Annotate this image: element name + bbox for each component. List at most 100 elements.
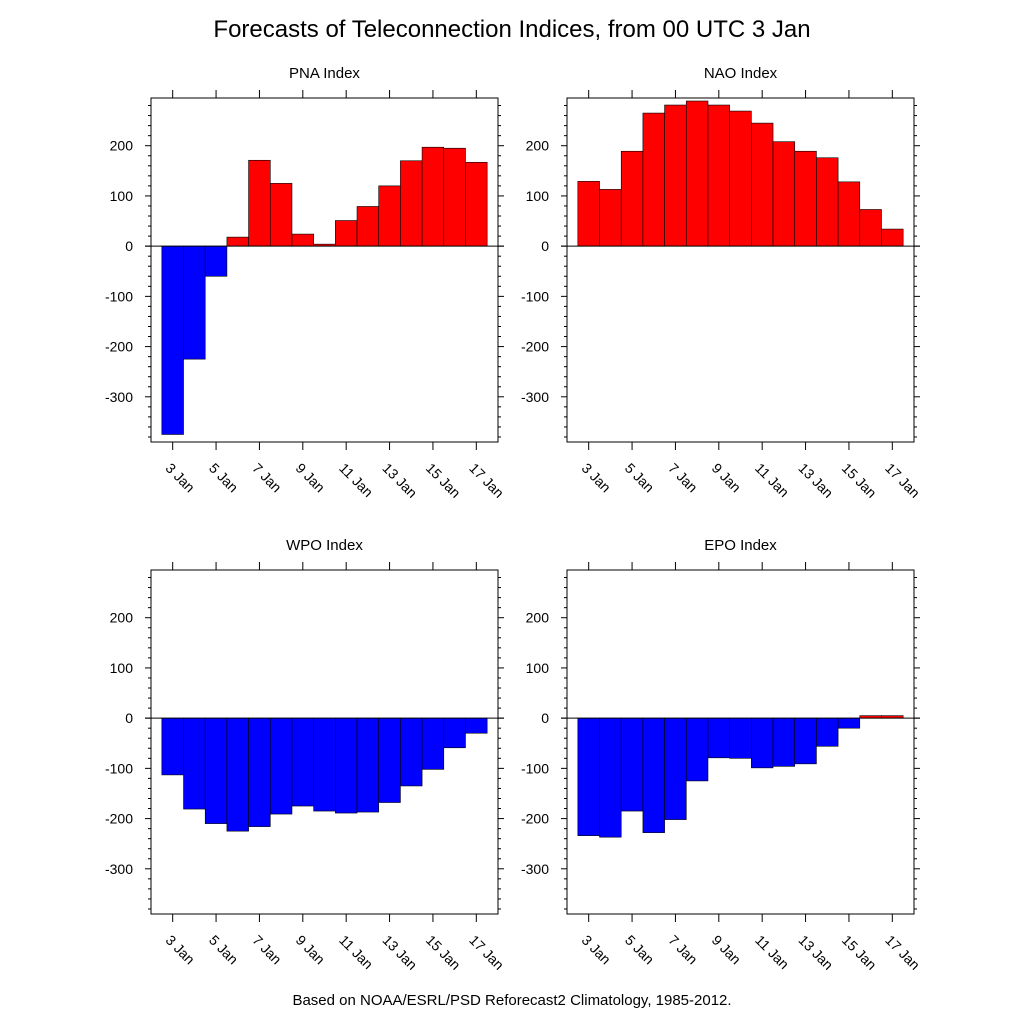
wpo-index-bar <box>269 717 293 815</box>
epo-index-x-tick-label: 11 Jan <box>752 932 792 972</box>
wpo-index-bar <box>356 717 380 813</box>
epo-index-x-tick-label: 9 Jan <box>709 932 745 968</box>
nao-index-frame <box>566 97 915 443</box>
wpo-index-frame <box>150 569 499 915</box>
nao-index-bar <box>664 104 687 247</box>
wpo-index-bar <box>161 717 184 776</box>
epo-index-bar <box>620 717 644 812</box>
epo-index-y-tick-label: 0 <box>541 710 549 726</box>
epo-index-bar <box>577 717 600 836</box>
wpo-index-x-tick-label: 13 Jan <box>379 932 420 973</box>
nao-index-y-tick-label: -200 <box>521 339 549 355</box>
wpo-index-bar <box>378 717 401 803</box>
epo-index-x-tick-label: 5 Jan <box>622 932 658 968</box>
pna-index-y-tick-label: 200 <box>110 138 134 154</box>
wpo-index-y-tick-label: 100 <box>110 660 134 676</box>
wpo-index-bar <box>248 717 271 827</box>
wpo-index-bar <box>291 717 314 807</box>
epo-index-bar <box>599 717 622 838</box>
nao-index-y-tick-label: -300 <box>521 389 549 405</box>
nao-index-x-tick-label: 15 Jan <box>839 460 880 501</box>
pna-index-x-tick-label: 15 Jan <box>423 460 464 501</box>
nao-index-bar <box>751 122 774 247</box>
epo-index-y-tick-label: -200 <box>521 811 549 827</box>
wpo-index-bar <box>226 717 249 832</box>
pna-index-y-tick-label: -100 <box>105 288 133 304</box>
nao-index-bar <box>794 150 817 247</box>
pna-index-bar <box>335 220 358 247</box>
nao-index-x-tick-label: 11 Jan <box>752 460 792 500</box>
epo-index-x-tick-label: 7 Jan <box>665 932 701 968</box>
wpo-index-bar <box>400 717 423 787</box>
wpo-index-x-tick-label: 3 Jan <box>163 932 199 968</box>
epo-index-bar <box>751 717 774 769</box>
wpo-index-y-tick-label: 0 <box>125 710 133 726</box>
epo-index-bar <box>729 717 752 759</box>
nao-index-bar <box>837 181 861 247</box>
nao-index-bar <box>599 189 622 247</box>
wpo-index-chart: WPO Index -300 -200 -100 0 100 200 3 Jan 5 Jan 7 … <box>105 537 507 973</box>
nao-index-x-tick-label: 13 Jan <box>795 460 836 501</box>
epo-index-y-tick-label: 100 <box>526 660 550 676</box>
epo-index-x-tick-label: 3 Jan <box>579 932 615 968</box>
nao-index-bar <box>577 181 600 247</box>
pna-index-x-tick-label: 11 Jan <box>336 460 376 500</box>
pna-index-bar <box>269 183 293 247</box>
pna-index-bar <box>400 160 423 247</box>
epo-index-bar <box>664 717 687 820</box>
nao-index-x-tick-label: 9 Jan <box>709 460 745 496</box>
nao-index-y-tick-label: -100 <box>521 288 549 304</box>
nao-index-title: NAO Index <box>704 65 778 82</box>
wpo-index-bar <box>421 717 445 770</box>
pna-index-title: PNA Index <box>289 65 360 82</box>
epo-index-bar <box>837 717 861 729</box>
epo-index-x-tick-label: 17 Jan <box>882 932 923 973</box>
epo-index-bar <box>685 717 709 782</box>
epo-index-x-tick-label: 15 Jan <box>839 932 880 973</box>
nao-index-bar <box>642 112 665 247</box>
pna-index-bar <box>356 206 380 247</box>
pna-index-x-tick-label: 5 Jan <box>206 460 242 496</box>
nao-index-bar <box>707 104 730 247</box>
epo-index-chart: EPO Index -300 -200 -100 0 100 200 3 Jan 5 Jan 7 … <box>521 537 923 973</box>
footer-note: Based on NOAA/ESRL/PSD Reforecast2 Clima… <box>292 992 732 1009</box>
pna-index-bar <box>248 159 271 247</box>
wpo-index-y-tick-label: 200 <box>110 610 134 626</box>
wpo-index-x-tick-label: 7 Jan <box>249 932 285 968</box>
nao-index-x-tick-label: 3 Jan <box>579 460 615 496</box>
pna-index-y-tick-label: -300 <box>105 389 133 405</box>
wpo-index-x-tick-label: 15 Jan <box>423 932 464 973</box>
nao-index-bar <box>685 100 709 247</box>
pna-index-x-tick-label: 17 Jan <box>466 460 507 501</box>
pna-index-chart: PNA Index -300 -200 -100 0 100 200 3 Jan 5 Jan 7 … <box>105 65 507 501</box>
epo-index-title: EPO Index <box>704 537 777 554</box>
pna-index-bar <box>291 233 314 247</box>
pna-index-bar <box>183 245 206 360</box>
pna-index-bar <box>443 147 466 247</box>
wpo-index-title: WPO Index <box>286 537 363 554</box>
pna-index-bar <box>161 245 184 435</box>
figure-title: Forecasts of Teleconnection Indices, fro… <box>213 16 811 43</box>
pna-index-x-tick-label: 13 Jan <box>379 460 420 501</box>
epo-index-bar <box>772 717 796 767</box>
epo-index-y-tick-label: 200 <box>526 610 550 626</box>
nao-index-bar <box>816 157 839 247</box>
epo-index-y-tick-label: -100 <box>521 760 549 776</box>
nao-index-bar <box>859 209 882 247</box>
pna-index-bar <box>226 236 249 247</box>
wpo-index-bar <box>443 717 466 749</box>
nao-index-y-tick-label: 200 <box>526 138 550 154</box>
epo-index-frame <box>566 569 915 915</box>
epo-index-bar <box>707 717 730 759</box>
pna-index-bar <box>204 245 228 277</box>
epo-index-x-tick-label: 13 Jan <box>795 932 836 973</box>
pna-index-y-tick-label: 0 <box>125 238 133 254</box>
pna-index-x-tick-label: 9 Jan <box>293 460 329 496</box>
nao-index-y-tick-label: 0 <box>541 238 549 254</box>
wpo-index-y-tick-label: -200 <box>105 811 133 827</box>
wpo-index-x-tick-label: 9 Jan <box>293 932 329 968</box>
wpo-index-x-tick-label: 17 Jan <box>466 932 507 973</box>
nao-index-x-tick-label: 5 Jan <box>622 460 658 496</box>
nao-index-bar <box>881 228 904 247</box>
epo-index-bar <box>816 717 839 747</box>
